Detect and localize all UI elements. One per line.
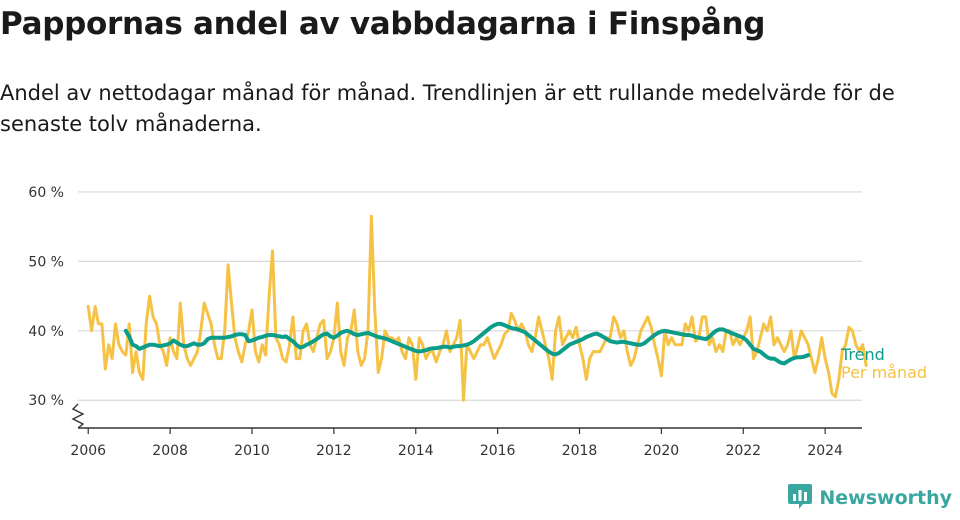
brand-name: Newsworthy bbox=[819, 487, 952, 509]
y-tick-label: 40 % bbox=[28, 324, 64, 340]
series-line-per-manad bbox=[86, 214, 868, 402]
x-tick-label: 2006 bbox=[70, 443, 106, 459]
grid-lines bbox=[78, 191, 862, 401]
series-lines bbox=[86, 214, 868, 402]
x-axis: 2006 2008 2010 2012 2014 2016 2018 2020 2022 2024 bbox=[70, 403, 862, 459]
x-tick-label: 2010 bbox=[234, 443, 270, 459]
x-tick-label: 2008 bbox=[152, 443, 188, 459]
y-tick-label: 60 % bbox=[28, 185, 64, 201]
legend-per-manad: Per månad bbox=[841, 363, 927, 382]
x-tick-label: 2016 bbox=[480, 443, 516, 459]
series-line-trend bbox=[123, 321, 811, 366]
axis-break-mark bbox=[71, 403, 85, 429]
x-tick-label: 2014 bbox=[398, 443, 434, 459]
x-tick-label: 2024 bbox=[807, 443, 843, 459]
legend-trend: Trend bbox=[840, 345, 885, 364]
x-tick-label: 2018 bbox=[562, 443, 598, 459]
chart-title: Pappornas andel av vabbdagarna i Finspån… bbox=[0, 6, 766, 42]
chart-subtitle: Andel av nettodagar månad för månad. Tre… bbox=[0, 81, 895, 136]
y-tick-label: 30 % bbox=[28, 393, 64, 409]
y-tick-label: 50 % bbox=[28, 254, 64, 270]
x-tick-label: 2020 bbox=[644, 443, 680, 459]
y-tick-labels: 30 % 40 % 50 % 60 % bbox=[28, 185, 64, 409]
x-tick-label: 2012 bbox=[316, 443, 352, 459]
brand-logo: Newsworthy bbox=[787, 482, 952, 514]
newsworthy-logo-icon bbox=[787, 482, 813, 514]
x-tick-label: 2022 bbox=[725, 443, 761, 459]
